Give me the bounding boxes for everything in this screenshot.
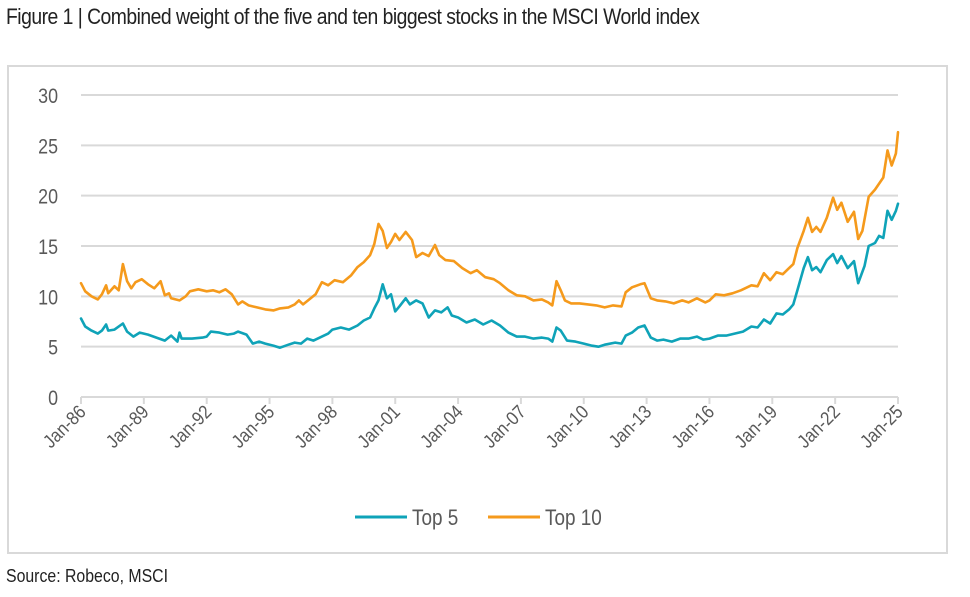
x-tick-label: Jan-13 (604, 401, 655, 452)
figure-title: Figure 1 | Combined weight of the five a… (6, 4, 700, 29)
x-tick-label: Jan-98 (290, 401, 341, 452)
y-tick-label: 0 (48, 387, 58, 411)
x-tick-label: Jan-16 (667, 401, 718, 452)
y-tick-label: 20 (38, 185, 58, 209)
x-tick-label: Jan-19 (730, 401, 781, 452)
x-tick-label: Jan-25 (856, 401, 907, 452)
x-tick-label: Jan-95 (227, 401, 278, 452)
y-tick-label: 15 (38, 236, 58, 260)
series-line-top-10 (79, 130, 900, 312)
y-tick-label: 25 (38, 135, 58, 159)
legend: Top 5 Top 10 (355, 506, 602, 531)
y-tick-label: 10 (38, 286, 58, 310)
x-tick-label: Jan-89 (102, 401, 153, 452)
gridlines (81, 94, 898, 348)
series-lines (79, 130, 900, 349)
x-tick-label: Jan-10 (542, 401, 593, 452)
legend-label-top-10: Top 10 (545, 506, 602, 531)
x-tick-label: Jan-04 (416, 401, 467, 452)
x-axis-tick-labels: Jan-86 Jan-89 Jan-92 Jan-95 Jan-98 Jan-01 Jan-… (39, 401, 907, 452)
x-tick-label: Jan-07 (479, 401, 530, 452)
y-axis-tick-labels: 0 5 10 15 20 25 30 (38, 85, 58, 411)
x-tick-label: Jan-86 (39, 401, 90, 452)
x-tick-label: Jan-92 (165, 401, 216, 452)
x-tick-label: Jan-22 (793, 401, 844, 452)
chart-frame (7, 65, 948, 554)
source-note: Source: Robeco, MSCI (6, 566, 168, 586)
x-tick-label: Jan-01 (353, 401, 404, 452)
y-tick-label: 5 (48, 336, 58, 360)
legend-label-top-5: Top 5 (412, 506, 458, 531)
series-line-top-5 (79, 202, 900, 349)
y-tick-label: 30 (38, 85, 58, 109)
x-axis (80, 396, 899, 404)
